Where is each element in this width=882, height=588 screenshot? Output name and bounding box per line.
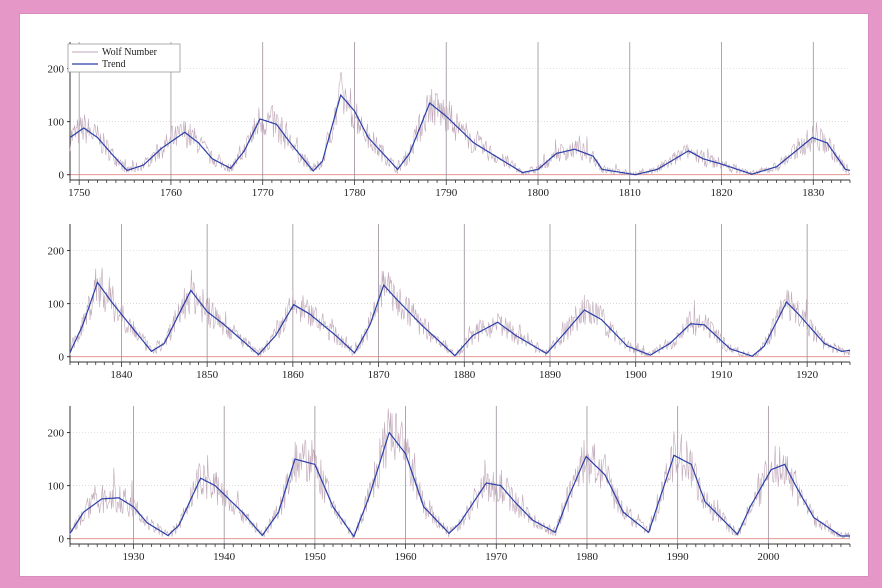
x-tick-label: 1750 <box>68 187 91 199</box>
x-tick-label: 1770 <box>252 187 275 199</box>
y-tick-label: 200 <box>48 428 65 440</box>
chart-panel-2: 0 100 200 1840 1850 1860 1870 1880 1890 1900 1910 1… <box>48 224 851 381</box>
x-tick-label: 1880 <box>453 369 476 381</box>
y-tick-label: 0 <box>59 534 65 546</box>
y-tick-label: 0 <box>59 170 65 182</box>
trend-series <box>70 95 850 175</box>
x-tick-label: 1960 <box>395 551 418 563</box>
x-tick-label: 1760 <box>160 187 183 199</box>
x-tick-label: 1900 <box>625 369 648 381</box>
x-tick-label: 1860 <box>282 369 305 381</box>
chart-panel-3: 0 100 200 1930 1940 1950 1960 1970 1980 1990 2000 <box>48 406 851 563</box>
y-tick-label: 0 <box>59 352 65 364</box>
x-tick-label: 1830 <box>802 187 825 199</box>
x-tick-label: 1990 <box>667 551 690 563</box>
trend-series <box>70 433 850 537</box>
trend-series <box>70 282 850 356</box>
x-tick-label: 1980 <box>576 551 599 563</box>
x-tick-label: 1930 <box>122 551 145 563</box>
y-tick-label: 200 <box>48 64 65 76</box>
x-tick-label: 1970 <box>485 551 508 563</box>
chart-frame: 0 100 200 1750 1760 1770 1780 1790 1800 1810 1820 1… <box>20 14 868 576</box>
x-tick-label: 1940 <box>213 551 236 563</box>
x-tick-label: 2000 <box>757 551 780 563</box>
legend: Wolf Number Trend <box>68 44 180 72</box>
x-tick-label: 1790 <box>435 187 458 199</box>
sunspot-charts: 0 100 200 1750 1760 1770 1780 1790 1800 1810 1820 1… <box>20 14 868 576</box>
y-tick-label: 100 <box>48 299 65 311</box>
x-tick-label: 1920 <box>796 369 819 381</box>
x-tick-label: 1850 <box>196 369 219 381</box>
x-tick-label: 1890 <box>539 369 562 381</box>
y-tick-label: 100 <box>48 481 65 493</box>
x-tick-label: 1800 <box>527 187 550 199</box>
y-tick-label: 100 <box>48 117 65 129</box>
wolf-number-series <box>70 408 850 538</box>
x-tick-label: 1910 <box>710 369 733 381</box>
x-tick-label: 1870 <box>368 369 391 381</box>
legend-label-trend: Trend <box>102 59 126 70</box>
wolf-number-series <box>70 73 850 175</box>
x-tick-label: 1820 <box>711 187 734 199</box>
y-tick-label: 200 <box>48 246 65 258</box>
legend-label-wolf-number: Wolf Number <box>102 47 158 58</box>
wolf-number-series <box>70 268 850 357</box>
x-tick-label: 1840 <box>110 369 133 381</box>
x-tick-label: 1780 <box>343 187 366 199</box>
x-tick-label: 1810 <box>619 187 642 199</box>
x-tick-label: 1950 <box>304 551 327 563</box>
